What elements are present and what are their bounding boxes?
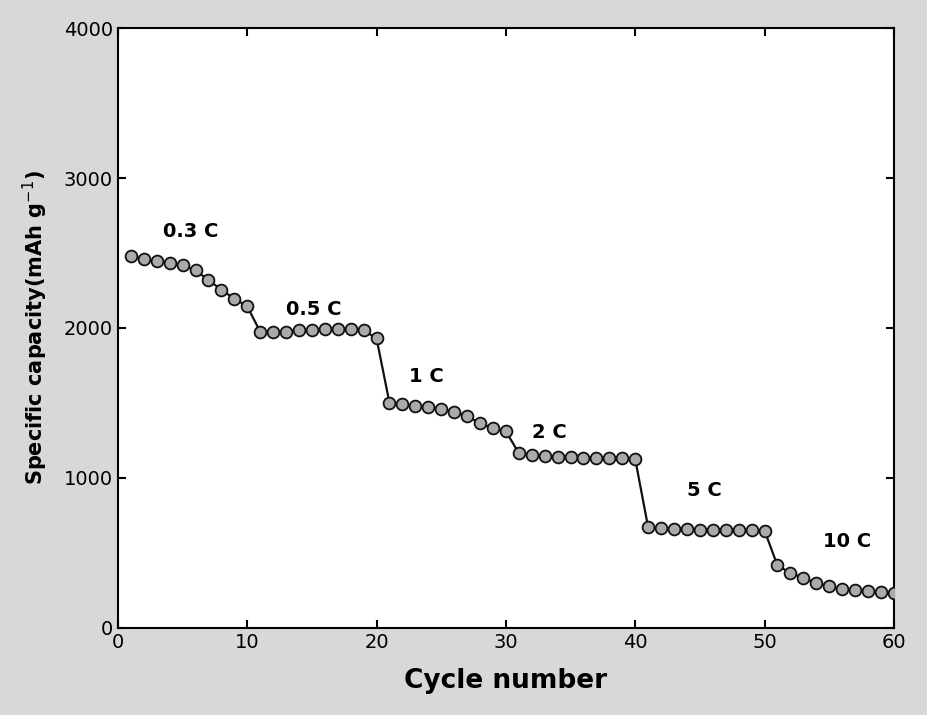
Text: 10 C: 10 C (823, 532, 870, 551)
Text: 0.3 C: 0.3 C (163, 222, 219, 241)
Y-axis label: Specific capacity(mAh g$^{-1}$): Specific capacity(mAh g$^{-1}$) (20, 171, 50, 485)
Text: 2 C: 2 C (532, 423, 566, 442)
Text: 0.5 C: 0.5 C (286, 300, 341, 319)
X-axis label: Cycle number: Cycle number (404, 668, 607, 694)
Text: 5 C: 5 C (687, 481, 722, 500)
Text: 1 C: 1 C (409, 368, 444, 386)
